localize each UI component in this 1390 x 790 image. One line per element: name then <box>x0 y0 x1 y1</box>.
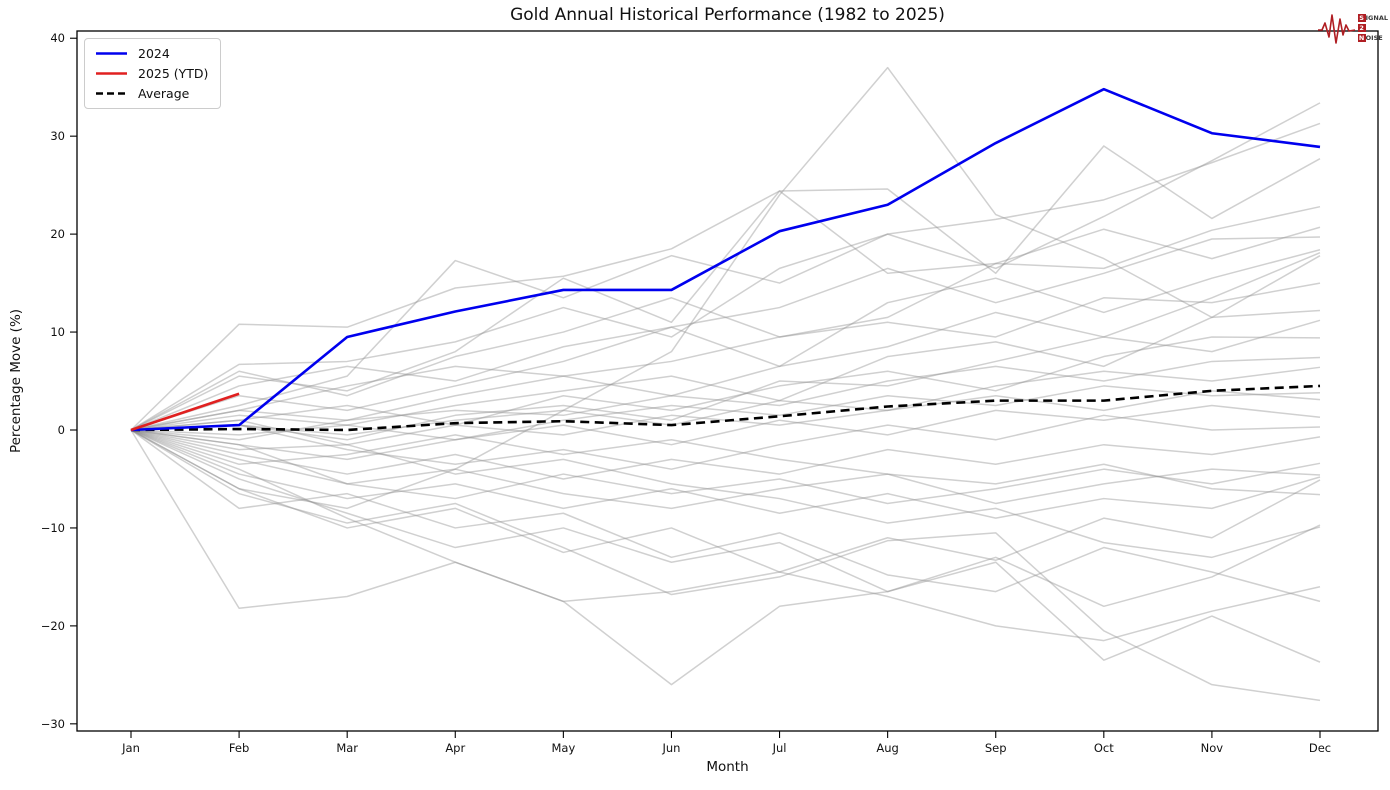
history-year-line <box>130 252 1321 431</box>
history-year-line <box>130 319 1321 441</box>
x-tick-label: Feb <box>229 741 249 755</box>
history-year-line <box>130 249 1321 431</box>
series-line-2024 <box>130 87 1321 432</box>
history-year-line <box>130 429 1321 573</box>
history-year-line <box>130 414 1321 470</box>
chart-title: Gold Annual Historical Performance (1982… <box>510 5 945 25</box>
series-line-2025-ytd- <box>130 392 240 432</box>
y-tick-label: 0 <box>58 423 65 437</box>
x-tick-label: May <box>551 741 575 755</box>
history-year-line <box>130 102 1321 431</box>
history-year-line <box>130 429 1321 505</box>
history-year-line <box>130 226 1321 431</box>
legend: 2024 2025 (YTD) Average <box>84 38 222 109</box>
history-year-line <box>130 429 1321 519</box>
waveform-icon <box>1317 14 1355 44</box>
legend-label-average: Average <box>138 86 190 101</box>
legend-label-2024: 2024 <box>138 46 170 61</box>
history-year-line <box>130 429 1321 686</box>
x-tick-label: Nov <box>1201 741 1224 755</box>
history-year-line <box>130 282 1321 431</box>
x-tick-label: Oct <box>1094 741 1114 755</box>
legend-item-2024: 2024 <box>95 46 208 61</box>
logo-letter-n: N <box>1357 33 1366 42</box>
history-year-line <box>130 385 1321 441</box>
history-year-line <box>130 336 1321 431</box>
x-axis-label: Month <box>706 759 749 775</box>
y-tick-label: 40 <box>50 31 65 45</box>
signal2noise-logo: S IGNAL 2 N OISE <box>1317 7 1388 49</box>
x-tick-label: Dec <box>1309 741 1331 755</box>
history-year-line <box>130 429 1321 642</box>
logo-letter-2: 2 <box>1357 23 1366 32</box>
y-tick-label: 30 <box>50 129 65 143</box>
y-tick-label: 10 <box>50 325 65 339</box>
legend-item-2025-ytd: 2025 (YTD) <box>95 66 208 81</box>
x-tick-label: Jul <box>772 741 787 755</box>
history-year-line <box>130 429 1321 702</box>
x-tick-label: Apr <box>445 741 465 755</box>
x-tick-label: Aug <box>876 741 898 755</box>
history-year-line <box>130 429 1321 510</box>
legend-item-average: Average <box>95 86 208 101</box>
plot-frame <box>76 30 1379 732</box>
logo-text: S IGNAL 2 N OISE <box>1357 13 1388 43</box>
history-year-line <box>130 309 1321 431</box>
x-tick-label: Mar <box>336 741 358 755</box>
history-year-line <box>130 429 1321 480</box>
history-year-line <box>130 429 1321 603</box>
legend-line-2024 <box>96 52 127 55</box>
history-year-line <box>130 404 1321 461</box>
legend-line-2025-ytd <box>96 72 127 75</box>
y-tick-label: 20 <box>50 227 65 241</box>
history-year-line <box>130 190 1321 431</box>
y-axis-label: Percentage Move (%) <box>8 308 24 454</box>
legend-label-2025-ytd: 2025 (YTD) <box>138 66 209 81</box>
series-line-average <box>130 384 1321 432</box>
history-year-line <box>130 429 1321 608</box>
history-year-line <box>130 236 1321 431</box>
logo-row-signal: S IGNAL <box>1357 13 1388 22</box>
logo-row-2: 2 <box>1357 23 1388 33</box>
logo-row-noise: N OISE <box>1357 33 1383 42</box>
history-year-line <box>130 122 1321 431</box>
history-year-line <box>130 366 1321 436</box>
history-year-line <box>130 429 1321 496</box>
logo-letter-s: S <box>1357 13 1366 22</box>
history-year-line <box>130 356 1321 441</box>
y-tick-label: −10 <box>41 521 65 535</box>
history-year-line <box>130 145 1321 431</box>
legend-line-average <box>96 92 127 95</box>
x-tick-label: Jan <box>121 741 140 755</box>
x-tick-label: Sep <box>985 741 1007 755</box>
y-tick-label: −20 <box>41 619 65 633</box>
y-tick-label: −30 <box>41 717 65 731</box>
history-year-line <box>130 66 1321 510</box>
history-year-line <box>130 429 1321 559</box>
x-tick-label: Jun <box>661 741 680 755</box>
